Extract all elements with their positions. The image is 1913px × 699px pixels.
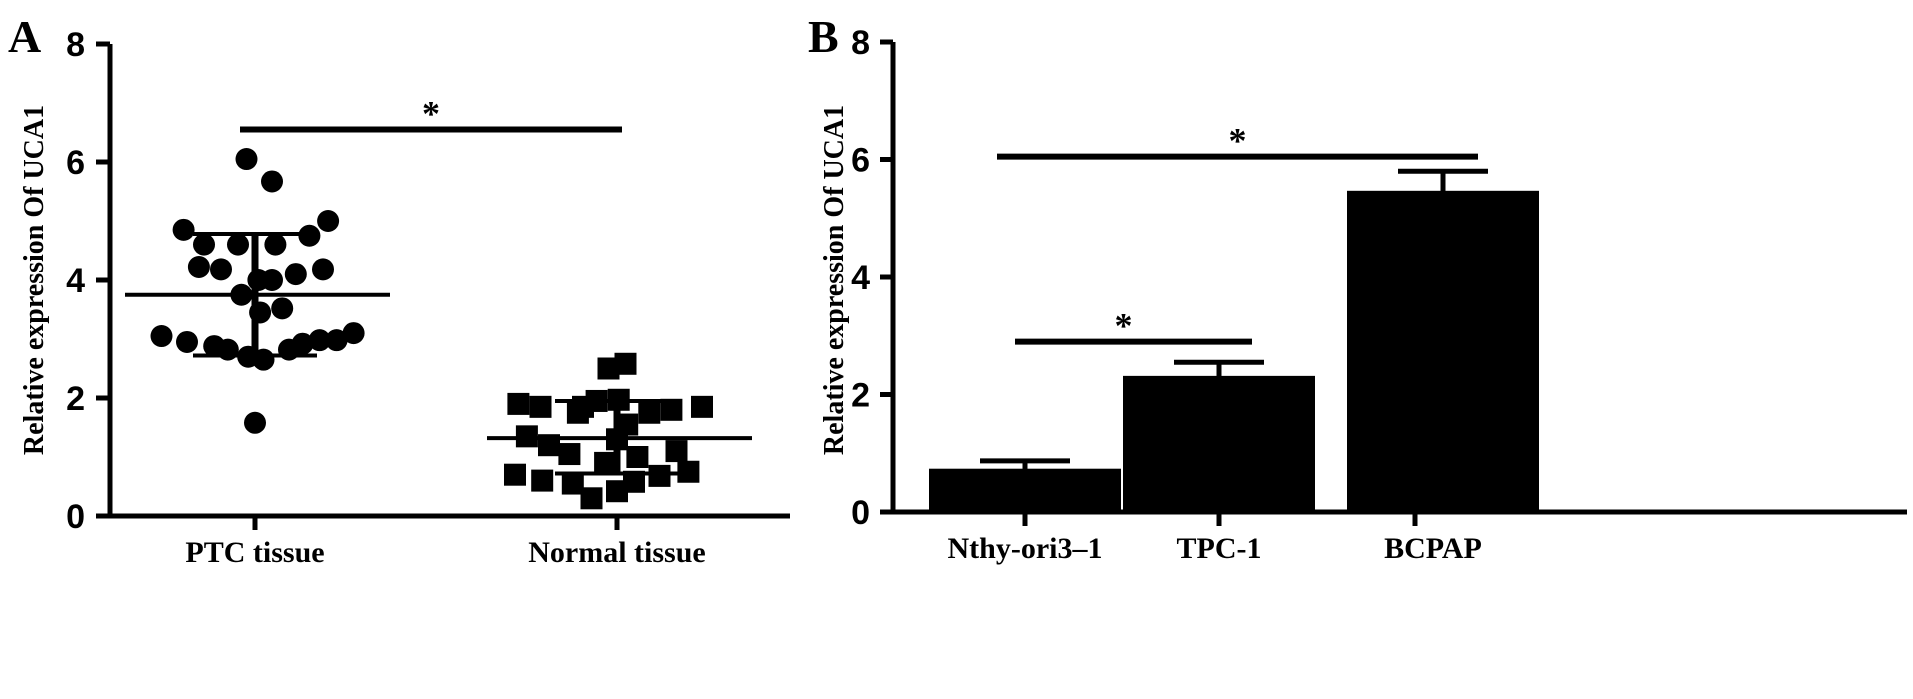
x-category-label: BCPAP <box>1384 532 1482 565</box>
data-point-square <box>597 357 620 380</box>
panel-b-bars <box>929 190 1539 514</box>
y-tick-label: 2 <box>851 377 870 415</box>
data-point-circle <box>244 411 266 434</box>
data-point-square <box>594 451 617 474</box>
data-point-circle <box>342 322 365 345</box>
data-point-circle <box>271 297 294 320</box>
panel-b-letter: B <box>808 11 839 62</box>
y-tick-label: 8 <box>851 24 870 62</box>
data-point-square <box>529 395 552 418</box>
data-point-square <box>614 352 637 375</box>
y-tick-label: 6 <box>851 142 870 180</box>
panel-a-mean-sd <box>125 231 752 476</box>
data-point-circle <box>312 258 334 281</box>
data-point-circle <box>172 218 195 241</box>
data-point-square <box>691 395 713 418</box>
data-point-square <box>648 464 671 487</box>
data-point-circle <box>291 332 314 355</box>
data-point-circle <box>261 170 283 193</box>
panel-b-significance: ** <box>997 121 1478 346</box>
bar <box>1347 190 1539 513</box>
panel-a-significance: * <box>240 94 622 134</box>
x-category-label: Nthy-ori3–1 <box>948 532 1103 565</box>
data-point-circle <box>235 148 258 171</box>
y-tick-label: 0 <box>66 498 85 536</box>
data-point-circle <box>227 233 249 256</box>
data-point-circle <box>325 329 348 352</box>
data-point-circle <box>193 233 215 256</box>
panel-a-letter: A <box>8 11 41 62</box>
panel-b-y-ticks: 0 2 4 6 8 <box>851 24 893 532</box>
data-point-square <box>616 413 639 436</box>
panel-b-error-bars <box>980 168 1488 470</box>
data-point-circle <box>308 329 331 352</box>
data-point-square <box>626 446 649 468</box>
data-point-square <box>558 443 581 466</box>
data-point-circle <box>187 256 210 279</box>
panel-a-x-categories: PTC tissue Normal tissue <box>185 516 706 569</box>
significance-star: * <box>1115 306 1133 346</box>
bar <box>1123 375 1315 513</box>
data-point-square <box>507 392 530 415</box>
data-point-square <box>638 401 661 424</box>
data-point-circle <box>176 330 198 353</box>
data-point-square <box>623 470 645 493</box>
panel-b: B Relative expression Of UCA1 0 2 4 6 8 Nthy… <box>808 11 1907 565</box>
data-point-circle <box>150 325 173 348</box>
data-point-square <box>504 463 526 486</box>
data-point-square <box>660 398 683 421</box>
y-tick-label: 4 <box>66 262 85 300</box>
bar <box>929 468 1121 514</box>
data-point-square <box>606 480 628 503</box>
x-category-label: PTC tissue <box>185 536 324 569</box>
data-point-circle <box>261 269 283 291</box>
x-category-label: TPC-1 <box>1177 532 1262 565</box>
data-point-square <box>665 440 688 463</box>
data-point-square <box>580 487 603 510</box>
y-tick-label: 2 <box>66 380 85 418</box>
data-point-circle <box>284 263 307 286</box>
y-tick-label: 6 <box>66 144 85 182</box>
panel-b-y-axis-title: Relative expression Of UCA1 <box>819 105 850 455</box>
data-point-square <box>531 469 554 492</box>
data-point-circle <box>317 210 340 232</box>
x-category-label: Normal tissue <box>528 536 705 569</box>
y-tick-label: 4 <box>851 259 870 297</box>
y-tick-label: 0 <box>851 494 870 532</box>
data-point-square <box>561 472 584 495</box>
significance-star: * <box>422 94 440 134</box>
data-point-square <box>677 460 700 483</box>
panel-a: A Relative expression Of UCA1 0 2 4 6 8 PTC … <box>8 11 790 569</box>
data-point-circle <box>210 258 232 281</box>
data-point-circle <box>264 233 287 256</box>
panel-a-points <box>150 148 713 510</box>
y-tick-label: 8 <box>66 26 85 64</box>
panel-b-x-categories: Nthy-ori3–1 TPC-1 BCPAP <box>948 512 1482 565</box>
significance-star: * <box>1229 121 1247 161</box>
panel-a-y-ticks: 0 2 4 6 8 <box>66 26 110 536</box>
panel-a-y-axis-title: Relative expression Of UCA1 <box>19 105 50 455</box>
